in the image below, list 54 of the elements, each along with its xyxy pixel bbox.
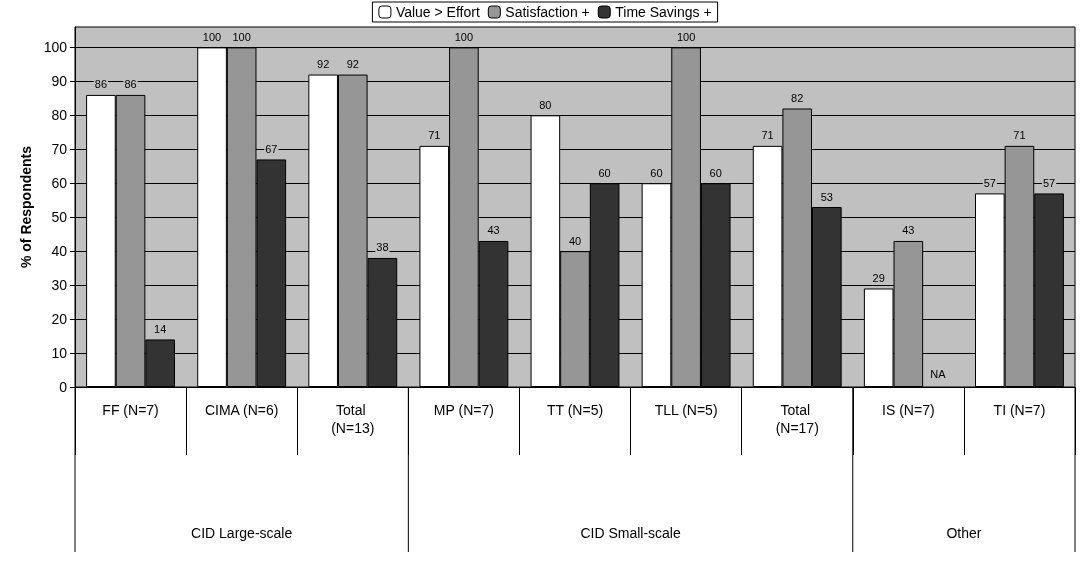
legend-label: Satisfaction + xyxy=(505,4,590,20)
x-tick-label: IS (N=7) xyxy=(882,402,935,418)
legend-label: Time Savings + xyxy=(615,4,712,20)
data-label: 86 xyxy=(124,78,137,91)
x-tick-label: FF (N=7) xyxy=(102,402,159,418)
y-tick-label: 10 xyxy=(51,345,68,362)
data-label: 29 xyxy=(872,272,885,285)
data-label: 71 xyxy=(428,129,441,142)
x-tick-label: Total (N=17) xyxy=(775,402,819,436)
y-axis-title: % of Respondents xyxy=(17,145,34,269)
data-label: 71 xyxy=(1013,129,1026,142)
data-label: 100 xyxy=(232,30,251,43)
data-label: 71 xyxy=(761,129,774,142)
data-label: 92 xyxy=(346,58,359,71)
legend-label: Value > Effort xyxy=(395,4,480,20)
data-label: 67 xyxy=(265,142,278,155)
text: CID Large-scale xyxy=(191,525,293,541)
x-tick-label: TT (N=5) xyxy=(546,402,604,418)
data-label: 100 xyxy=(202,30,222,43)
x-tick-label: TLL (N=5) xyxy=(654,402,718,418)
data-label: 100 xyxy=(454,30,474,43)
data-label: 60 xyxy=(709,166,722,179)
x-tick-label: CIMA (N=6) xyxy=(204,402,279,418)
x-tick-label: Total (N=13) xyxy=(331,402,375,436)
y-tick-label: 80 xyxy=(51,107,68,124)
data-label: 43 xyxy=(902,224,915,237)
y-tick-label: 60 xyxy=(51,175,68,192)
data-label: 86 xyxy=(94,78,108,91)
data-label: 57 xyxy=(983,176,996,189)
y-tick-label: 0 xyxy=(59,379,68,395)
data-label: 40 xyxy=(568,234,582,247)
data-label: 60 xyxy=(598,166,611,179)
data-label: 57 xyxy=(1042,176,1056,189)
data-label: 100 xyxy=(676,30,696,43)
text: CID Small-scale xyxy=(580,525,681,541)
x-tick-label: MP (N=7) xyxy=(433,402,494,418)
data-label: 92 xyxy=(317,58,330,71)
y-tick-label: 100 xyxy=(43,39,68,56)
text: NA xyxy=(930,367,946,380)
y-tick-label: 20 xyxy=(51,311,68,328)
y-tick-label: 70 xyxy=(51,141,68,158)
y-tick-label: 50 xyxy=(51,209,68,226)
x-tick-label: TI (N=7) xyxy=(993,402,1046,418)
data-label: 82 xyxy=(791,92,804,105)
data-label: 43 xyxy=(487,224,500,237)
data-label: 53 xyxy=(820,190,833,203)
data-label: 60 xyxy=(650,166,663,179)
text: Other xyxy=(946,525,982,541)
y-tick-label: 90 xyxy=(51,73,68,90)
y-tick-label: 40 xyxy=(51,243,68,260)
y-tick-label: 30 xyxy=(51,277,68,294)
data-label: 14 xyxy=(154,322,167,335)
data-label: 80 xyxy=(539,98,552,111)
data-label: 38 xyxy=(376,241,389,254)
